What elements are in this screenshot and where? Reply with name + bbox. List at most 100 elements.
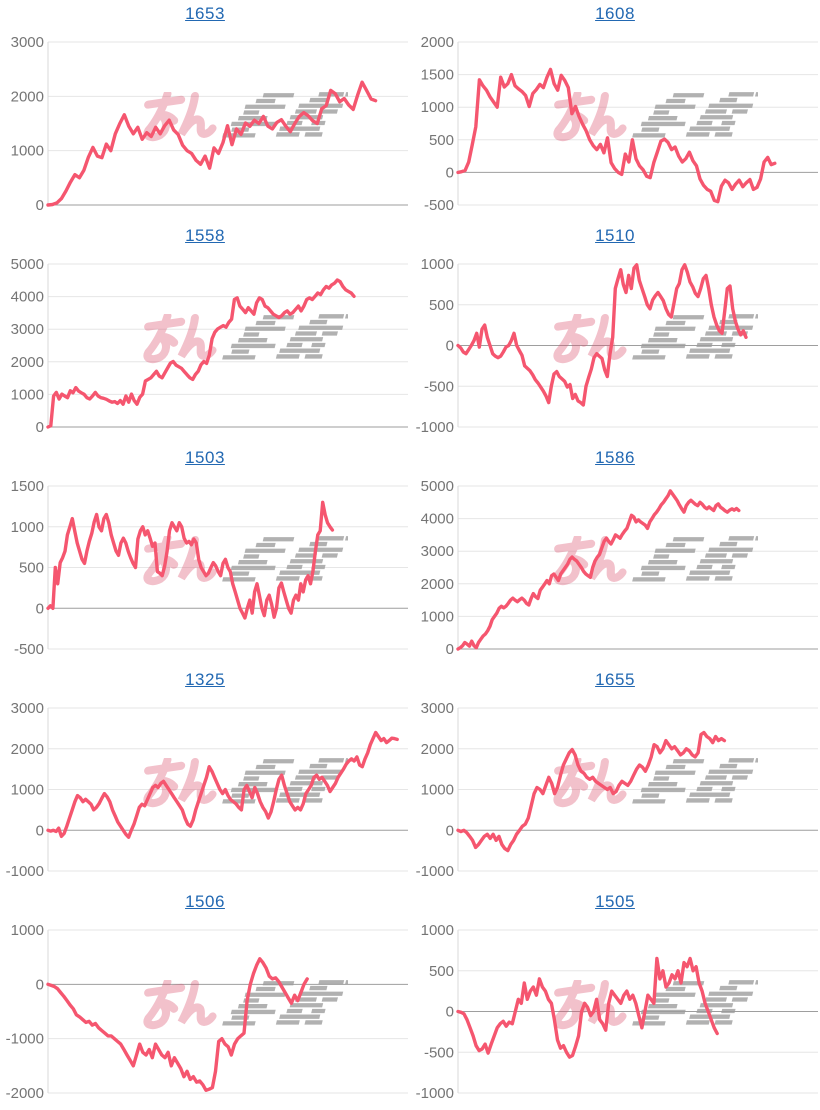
chart-title-row: 1505 xyxy=(410,892,820,912)
chart-panel: 1510 -1000 -500 0 500 1000 xyxy=(410,222,820,444)
y-tick-label: 3000 xyxy=(11,34,44,51)
y-tick-label: -500 xyxy=(424,197,454,214)
y-tick-label: 1000 xyxy=(11,782,44,799)
chart-title-link[interactable]: 1655 xyxy=(595,670,635,689)
y-tick-label: 0 xyxy=(446,822,454,839)
y-tick-label: 2000 xyxy=(421,576,454,593)
chart-title-link[interactable]: 1653 xyxy=(185,4,225,23)
chart-panel: 1608 -500 0 500 1000 1500 2000 xyxy=(410,0,820,222)
chart-panel: 1653 0 1000 2000 3000 xyxy=(0,0,410,222)
chart-title-link[interactable]: 1558 xyxy=(185,226,225,245)
chart-title-row: 1503 xyxy=(0,448,410,468)
chart-title-link[interactable]: 1586 xyxy=(595,448,635,467)
y-tick-label: 0 xyxy=(36,822,44,839)
y-tick-label: 0 xyxy=(36,976,44,993)
y-tick-label: -1000 xyxy=(416,863,454,880)
line-chart: -1000 -500 0 500 1000 xyxy=(416,256,818,436)
y-tick-label: 5000 xyxy=(11,256,44,273)
line-chart: -1000 -500 0 500 1000 xyxy=(416,922,818,1102)
line-chart: 0 1000 2000 3000 xyxy=(11,34,408,214)
y-tick-label: 1000 xyxy=(11,922,44,939)
y-tick-label: 1000 xyxy=(421,782,454,799)
line-chart: -500 0 500 1000 1500 xyxy=(11,478,408,658)
chart-panel: 1655 -1000 0 1000 2000 3000 xyxy=(410,666,820,888)
chart-title-row: 1558 xyxy=(0,226,410,246)
y-tick-label: 0 xyxy=(36,419,44,436)
chart-title-link[interactable]: 1503 xyxy=(185,448,225,467)
y-tick-label: 0 xyxy=(446,641,454,658)
line-chart: -500 0 500 1000 1500 2000 xyxy=(421,34,818,214)
y-tick-label: 2000 xyxy=(421,34,454,51)
site-watermark xyxy=(145,314,356,359)
chart-title-row: 1608 xyxy=(410,4,820,24)
chart-title-link[interactable]: 1510 xyxy=(595,226,635,245)
y-tick-label: 1000 xyxy=(421,256,454,273)
y-tick-label: -1000 xyxy=(416,1085,454,1102)
chart-panel: 1325 -1000 0 1000 2000 3000 xyxy=(0,666,410,888)
y-tick-label: 0 xyxy=(36,197,44,214)
y-tick-label: -1000 xyxy=(6,1031,44,1048)
line-chart: -1000 0 1000 2000 3000 xyxy=(416,700,818,880)
y-tick-label: 2000 xyxy=(421,741,454,758)
data-line xyxy=(46,957,309,1093)
data-line xyxy=(456,67,777,204)
data-line xyxy=(456,489,741,651)
y-tick-label: 500 xyxy=(429,963,454,980)
y-tick-label: 1500 xyxy=(11,478,44,495)
y-tick-label: 1000 xyxy=(11,143,44,160)
chart-panel: 1558 0 1000 2000 3000 4000 5000 xyxy=(0,222,410,444)
y-tick-label: -500 xyxy=(424,1044,454,1061)
chart-panel: 1506 -2000 -1000 0 1000 xyxy=(0,888,410,1110)
y-tick-label: 500 xyxy=(19,560,44,577)
y-tick-label: 4000 xyxy=(421,511,454,528)
y-tick-label: 1000 xyxy=(11,519,44,536)
site-watermark xyxy=(145,536,356,581)
line-chart: -1000 0 1000 2000 3000 xyxy=(6,700,408,880)
site-watermark xyxy=(555,758,766,803)
chart-title-row: 1506 xyxy=(0,892,410,912)
data-line xyxy=(46,500,335,620)
y-tick-label: -500 xyxy=(424,378,454,395)
y-tick-label: 500 xyxy=(429,297,454,314)
y-tick-label: 1000 xyxy=(421,922,454,939)
data-line xyxy=(456,730,727,853)
chart-panel: 1503 -500 0 500 1000 1500 xyxy=(0,444,410,666)
line-chart: -2000 -1000 0 1000 xyxy=(6,922,408,1102)
chart-title-row: 1325 xyxy=(0,670,410,690)
chart-title-link[interactable]: 1608 xyxy=(595,4,635,23)
chart-title-link[interactable]: 1505 xyxy=(595,892,635,911)
data-line xyxy=(456,956,719,1059)
y-tick-label: 0 xyxy=(36,600,44,617)
chart-title-link[interactable]: 1325 xyxy=(185,670,225,689)
y-tick-label: 2000 xyxy=(11,741,44,758)
y-tick-label: 0 xyxy=(446,338,454,355)
chart-title-row: 1510 xyxy=(410,226,820,246)
y-tick-label: 2000 xyxy=(11,88,44,105)
y-tick-label: 3000 xyxy=(421,700,454,717)
chart-title-row: 1655 xyxy=(410,670,820,690)
y-tick-label: 2000 xyxy=(11,354,44,371)
y-tick-label: 1000 xyxy=(11,386,44,403)
y-tick-label: 5000 xyxy=(421,478,454,495)
y-tick-label: 500 xyxy=(429,132,454,149)
chart-panel: 1586 0 1000 2000 3000 4000 5000 xyxy=(410,444,820,666)
y-tick-label: 1000 xyxy=(421,99,454,116)
y-tick-label: 1500 xyxy=(421,67,454,84)
y-tick-label: 4000 xyxy=(11,289,44,306)
line-chart: 0 1000 2000 3000 4000 5000 xyxy=(421,478,818,658)
y-tick-label: -1000 xyxy=(416,419,454,436)
y-tick-label: 3000 xyxy=(11,321,44,338)
y-tick-label: 3000 xyxy=(421,543,454,560)
chart-title-row: 1586 xyxy=(410,448,820,468)
data-line xyxy=(46,80,378,207)
data-line xyxy=(456,263,748,407)
chart-panel: 1505 -1000 -500 0 500 1000 xyxy=(410,888,820,1110)
line-chart: 0 1000 2000 3000 4000 5000 xyxy=(11,256,408,436)
y-tick-label: 0 xyxy=(446,164,454,181)
y-tick-label: -2000 xyxy=(6,1085,44,1102)
chart-title-link[interactable]: 1506 xyxy=(185,892,225,911)
y-tick-label: 3000 xyxy=(11,700,44,717)
y-tick-label: -500 xyxy=(14,641,44,658)
y-tick-label: 0 xyxy=(446,1004,454,1021)
